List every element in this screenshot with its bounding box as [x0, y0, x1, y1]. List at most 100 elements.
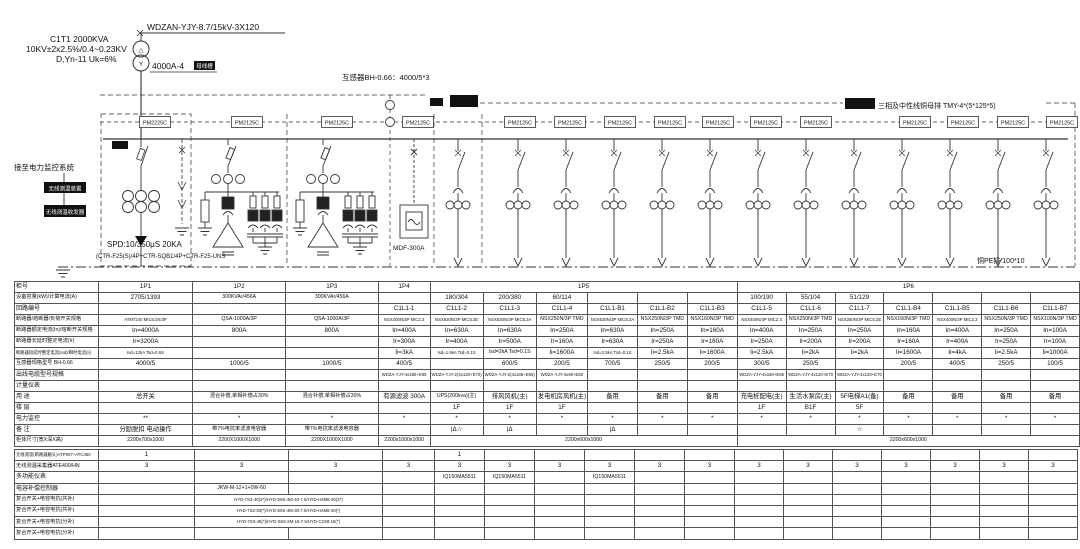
row-label: 用 途	[14, 391, 99, 403]
spec-cell	[377, 380, 431, 392]
spec-cell	[979, 516, 1029, 529]
spec-cell: Ii=2.5kA	[736, 347, 787, 359]
spec-cell: 备用	[1030, 391, 1080, 403]
ct-junction-chip	[430, 98, 443, 106]
spec-cell: NSX100N/3P TMD	[1030, 314, 1080, 326]
spec-cell	[587, 369, 638, 381]
spec-cell	[1028, 527, 1078, 540]
spec-cell: Ir=160A	[883, 336, 934, 348]
busway-label: 4000A-4	[152, 61, 184, 71]
spec-cell	[832, 504, 882, 518]
spec-cell: 3	[1028, 460, 1078, 473]
spec-cell: 1F	[535, 402, 589, 414]
spec-cell: |Δ	[587, 424, 638, 436]
power-meter-chip	[554, 116, 586, 128]
table-row: 计量仪表	[14, 380, 1080, 392]
spec-cell	[584, 448, 635, 462]
power-meter-label: PM2125C	[706, 121, 730, 127]
spec-cell	[584, 527, 635, 540]
spec-cell: Ir=3200A	[97, 336, 194, 348]
spec-cell	[734, 516, 784, 529]
spec-cell	[634, 516, 685, 529]
spec-cell: QSA-1000A/3P	[284, 314, 379, 326]
spec-cell	[783, 504, 833, 518]
spec-cell	[734, 493, 784, 506]
busway-chip	[194, 61, 215, 70]
spec-cell	[382, 471, 435, 484]
spec-cell	[736, 380, 787, 392]
one-line-diagram: C1T1 2000KVA 10KV±2x2.5%/0.4~0.23KV D,Yn…	[14, 22, 1078, 278]
spec-cell	[783, 493, 833, 506]
spec-cell	[382, 448, 435, 462]
spec-cell: In=400A	[736, 325, 787, 337]
spec-cell	[98, 493, 195, 506]
table-row: 断路器额定电流(In)/熔断开关规格 In=4000A 800A 800A In=400…	[14, 325, 1080, 337]
spec-cell	[684, 448, 735, 462]
spec-cell: Ir=500A	[482, 336, 537, 348]
table-row: 复合开关+电容电抗(共补) HYD-7S3-40(2*)/HYD-S6S-4M-4…	[14, 493, 1078, 506]
spec-cell	[194, 448, 289, 462]
spec-cell	[377, 402, 431, 414]
spec-cell: Ii=1600A	[883, 347, 934, 359]
spec-cell: Ir=400A	[429, 336, 484, 348]
winding-delta: △	[139, 47, 145, 54]
spec-cell	[981, 402, 1032, 414]
spec-cell	[534, 448, 585, 462]
spec-cell: 3	[484, 460, 535, 473]
feeder-circuit-symbol	[889, 138, 915, 267]
spec-cell	[930, 482, 980, 495]
spec-cell	[1028, 493, 1078, 506]
spec-cell	[636, 402, 688, 414]
row-label: 断路器/熔断器/负荷开关规格	[14, 314, 99, 326]
busbar-tag-chip	[845, 98, 875, 109]
spec-cell: Isd=2kA Tsd=0.1S	[482, 347, 537, 359]
power-meter-label: PM2225C	[143, 121, 167, 127]
protection-device-chip	[450, 95, 478, 107]
spec-cell: Ir=630A	[587, 336, 638, 348]
spec-cell	[932, 380, 983, 392]
spec-cell: NSX400N/3P MIC2.3	[377, 314, 431, 326]
incomer-switch-blade	[140, 145, 149, 167]
spec-cell: NSX400N/3P MIC2.3	[736, 314, 787, 326]
power-meter-label: PM2125C	[658, 121, 682, 127]
temp-monitor-box2	[44, 205, 86, 217]
incomer-arrow	[135, 236, 147, 246]
power-meter-label: PM2125C	[903, 121, 927, 127]
spec-cell	[484, 527, 535, 540]
spec-cell	[932, 369, 983, 381]
spec-cell: *	[636, 413, 688, 425]
spec-cell: Ir=100A	[1030, 336, 1080, 348]
junction-circle	[385, 100, 395, 110]
spec-cell: 充电桩配电(主)	[736, 391, 787, 403]
spec-cell: Ii=1600A	[535, 347, 589, 359]
spec-cell	[881, 448, 931, 462]
spec-cell	[584, 516, 635, 529]
feeder-circuit-symbol	[445, 138, 471, 267]
spec-cell	[484, 493, 535, 506]
scada-label: 接至电力监控系统	[14, 162, 74, 172]
spec-cell: *	[834, 413, 885, 425]
spec-cell: 备用	[636, 391, 688, 403]
spec-cell	[634, 482, 685, 495]
spec-cell	[634, 493, 685, 506]
table-row: 备 注分励脱扣 电动操作 带7%电抗率滤波电容器 带7%电抗率滤波电容器 |Δ☆ |Δ |…	[14, 424, 1080, 436]
feeder-circuit-symbol	[985, 138, 1011, 267]
spec-cell	[484, 448, 535, 462]
spec-cell	[434, 482, 485, 495]
spec-cell	[684, 482, 735, 495]
table-row: 电力监控 ** * * * * * * * * * * * * * * * *	[14, 413, 1080, 425]
capacitor-bank-1p2	[198, 139, 283, 255]
spec-cell	[434, 493, 485, 506]
spec-cell: WDZA-YJY-4x120+E70	[834, 369, 885, 381]
spec-cell: C1L1-B6	[981, 303, 1032, 315]
spec-cell: *	[932, 413, 983, 425]
spec-cell: 生活水泵房(主)	[785, 391, 836, 403]
spec-cell: Ii=2.5kA	[636, 347, 688, 359]
spec-cell: 3	[98, 460, 195, 473]
row-label: 复合开关+电容电抗(共补)	[14, 504, 99, 518]
spec-cell	[534, 516, 585, 529]
spec-cell: C1L1-B1	[587, 303, 638, 315]
spec-cell	[97, 303, 194, 315]
spec-cell: 混合补偿,单相补偿占30%	[284, 391, 379, 403]
spec-cell: IQ150MA5511	[484, 471, 535, 484]
